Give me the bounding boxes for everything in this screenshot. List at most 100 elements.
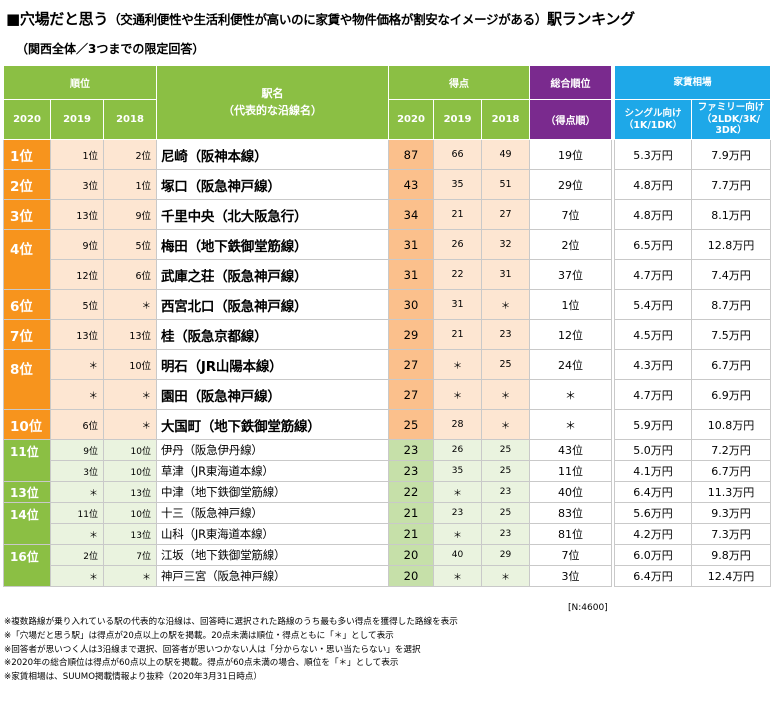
family-rent: 10.8万円	[691, 409, 771, 440]
rank-2019: 2位	[50, 544, 104, 566]
score-2019: 21	[433, 199, 482, 230]
rank-2019: 9位	[50, 439, 104, 461]
table-row: 10位 6位 ＊ 大国町（地下鉄御堂筋線） 25 28 ＊ ＊	[3, 409, 612, 440]
score-2018: 23	[481, 481, 530, 503]
footnote: ※家賃相場は、SUUMO掲載情報より抜粋（2020年3月31日時点）	[4, 672, 262, 683]
score-2019: 26	[433, 229, 482, 260]
overall-rank: 1位	[529, 289, 612, 320]
rank-2020: 11位	[3, 439, 51, 482]
rank-2019: 3位	[50, 169, 104, 200]
station-name: 桂（阪急京都線）	[156, 319, 389, 350]
rank-2020: 16位	[3, 544, 51, 587]
overall-rank: ＊	[529, 409, 612, 440]
rank-2020: 7位	[3, 319, 51, 350]
score-2019: 23	[433, 502, 482, 524]
rank-group-header: 順位	[3, 65, 157, 100]
rank-2019: 9位	[50, 229, 104, 260]
rank-2020: 8位	[3, 349, 51, 410]
station-name: 大国町（地下鉄御堂筋線）	[156, 409, 389, 440]
rent-group-header: 家賃相場	[614, 65, 771, 100]
rank-2018: ＊	[103, 289, 157, 320]
footnote: ※「穴場だと思う駅」は得点が20点以上の駅を掲載。20点未満は順位・得点ともに「…	[4, 630, 394, 641]
family-rent: 7.4万円	[691, 259, 771, 290]
table-row: 3位 13位 9位 千里中央（北大阪急行） 34 21 27 7位	[3, 199, 612, 230]
table-row: 4.5万円 7.5万円	[614, 319, 771, 350]
rank-2018: 13位	[103, 523, 157, 545]
table-row: 12位 6位 武庫之荘（阪急神戸線） 31 22 31 37位	[4, 259, 612, 290]
rank-2019: 1位	[50, 139, 104, 170]
score-2020: 30	[388, 289, 434, 320]
score-2020: 31	[388, 229, 434, 260]
rank-2020: 6位	[3, 289, 51, 320]
table-row: 4.1万円 6.7万円	[614, 460, 771, 482]
rank-2018-header: 2018	[103, 99, 157, 140]
rank-2019: ＊	[50, 523, 104, 545]
score-2020: 25	[388, 409, 434, 440]
score-2018: 25	[481, 349, 530, 380]
footnote: ※複数路線が乗り入れている駅の代表的な沿線は、回答時に選択された路線のうち最も多…	[4, 617, 458, 627]
score-2019: 28	[433, 409, 482, 440]
family-rent: 7.5万円	[691, 319, 771, 350]
station-name: 神戸三宮（阪急神戸線）	[156, 565, 389, 587]
rank-2020: 3位	[3, 199, 51, 230]
rank-2020: 14位	[3, 502, 51, 545]
score-2019: 31	[433, 289, 482, 320]
family-rent-header: ファミリー向け （2LDK/3K/3DK）	[691, 99, 771, 140]
rank-2018: ＊	[103, 379, 157, 410]
station-name: 中津（地下鉄御堂筋線）	[156, 481, 389, 503]
rank-2018: 5位	[103, 229, 157, 260]
score-group-header: 得点	[388, 65, 530, 100]
table-row: 6.0万円 9.8万円	[614, 544, 771, 566]
rank-2018: 1位	[103, 169, 157, 200]
table-row: 13位 ＊ 13位 中津（地下鉄御堂筋線） 22 ＊ 23 40位	[3, 481, 612, 503]
station-name: 梅田（地下鉄御堂筋線）	[156, 229, 389, 260]
table-row: 4.8万円 7.7万円	[614, 169, 771, 200]
score-2019: 21	[433, 319, 482, 350]
station-name: 塚口（阪急神戸線）	[156, 169, 389, 200]
single-rent: 4.1万円	[614, 460, 692, 482]
overall-rank: 3位	[529, 565, 612, 587]
score-2018: 23	[481, 523, 530, 545]
rent-table: 家賃相場 シングル向け （1K/1DK） ファミリー向け （2LDK/3K/3DK）…	[614, 65, 771, 587]
table-row: ＊ ＊ 園田（阪急神戸線） 27 ＊ ＊ ＊	[4, 379, 612, 410]
footnotes: ※複数路線が乗り入れている駅の代表的な沿線は、回答時に選択された路線のうち最も多…	[4, 616, 458, 685]
table-row: 4.3万円 6.7万円	[614, 349, 771, 380]
score-2018: ＊	[481, 379, 530, 410]
table-row: 6.4万円 11.3万円	[614, 481, 771, 503]
table-row: 5.4万円 8.7万円	[614, 289, 771, 320]
rank-2018: 10位	[103, 349, 157, 380]
score-2018: 23	[481, 319, 530, 350]
station-name: 園田（阪急神戸線）	[156, 379, 389, 410]
table-row: 5.9万円 10.8万円	[614, 409, 771, 440]
score-2018: 25	[481, 460, 530, 482]
family-rent: 12.4万円	[691, 565, 771, 587]
station-name: 十三（阪急神戸線）	[156, 502, 389, 524]
score-2020: 27	[388, 379, 434, 410]
footnote: ※2020年の総合順位は得点が60点以上の駅を掲載。得点が60点未満の場合、順位…	[4, 658, 399, 669]
rank-2018: 7位	[103, 544, 157, 566]
score-2020: 23	[388, 460, 434, 482]
score-2019: 26	[433, 439, 482, 461]
table-row: ＊ 13位 山科（JR東海道本線） 21 ＊ 23 81位	[4, 523, 612, 545]
single-rent: 4.5万円	[614, 319, 692, 350]
family-rent: 9.3万円	[691, 502, 771, 524]
score-2019: 35	[433, 460, 482, 482]
rank-2020: 1位	[3, 139, 51, 170]
score-2020: 87	[388, 139, 434, 170]
single-rent: 5.6万円	[614, 502, 692, 524]
score-2018: 49	[481, 139, 530, 170]
overall-rank: 19位	[529, 139, 612, 170]
family-rent: 7.2万円	[691, 439, 771, 461]
score-2020: 29	[388, 319, 434, 350]
score-2018: 51	[481, 169, 530, 200]
table-row: 6.4万円 12.4万円	[614, 565, 771, 587]
single-rent: 5.4万円	[614, 289, 692, 320]
family-rent: 9.8万円	[691, 544, 771, 566]
rank-2020: 4位	[3, 229, 51, 290]
score-2019: 40	[433, 544, 482, 566]
rank-2019: 12位	[50, 259, 104, 290]
single-rent: 5.9万円	[614, 409, 692, 440]
station-name: 千里中央（北大阪急行）	[156, 199, 389, 230]
rank-2019: 13位	[50, 199, 104, 230]
station-name: 草津（JR東海道本線）	[156, 460, 389, 482]
